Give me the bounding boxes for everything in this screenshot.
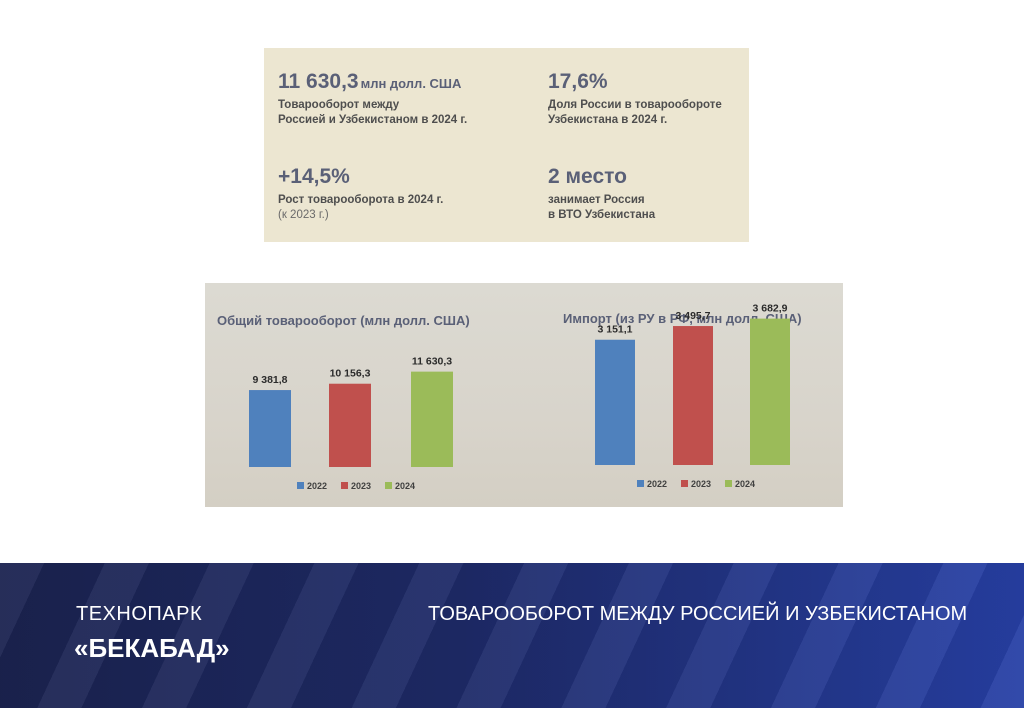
bar-2024: [411, 371, 453, 467]
stat-desc: в ВТО Узбекистана: [548, 209, 656, 221]
data-label: 3 682,9: [752, 303, 787, 315]
stat-desc: Рост товарооборота в 2024 г.: [278, 194, 444, 206]
bar-2024: [750, 318, 790, 465]
legend-label: 2024: [395, 481, 415, 491]
stat-desc-note: (к 2023 г.): [278, 209, 329, 221]
charts-svg: Общий товарооборот (млн долл. США) 9 381,…: [217, 303, 802, 491]
stat-unit: млн долл. США: [360, 76, 462, 91]
legend-swatch: [637, 480, 644, 487]
data-label: 10 156,3: [330, 368, 371, 380]
data-label: 9 381,8: [252, 374, 287, 386]
bar-2023: [673, 326, 713, 465]
chart-title: Импорт (из РУ в РФ, млн долл. США): [563, 311, 802, 326]
stat-value: 17,6%: [548, 70, 608, 93]
data-label: 3 151,1: [597, 324, 632, 336]
legend-swatch: [341, 482, 348, 489]
data-label: 11 630,3: [412, 356, 452, 368]
legend-label: 2023: [691, 479, 711, 489]
stat-desc: Узбекистана в 2024 г.: [548, 114, 668, 126]
legend-swatch: [297, 482, 304, 489]
stat-growth: +14,5% Рост товарооборота в 2024 г. (к 2…: [278, 165, 443, 223]
stat-value: 2 место: [548, 165, 627, 188]
legend-swatch: [725, 480, 732, 487]
stat-desc: Россией и Узбекистаном в 2024 г.: [278, 114, 468, 126]
slide-title: ТОВАРООБОРОТ МЕЖДУ РОССИЕЙ И УЗБЕКИСТАНО…: [428, 603, 968, 625]
legend-label: 2022: [647, 479, 667, 489]
stat-desc: занимает Россия: [548, 194, 645, 206]
chart-title: Общий товарооборот (млн долл. США): [217, 313, 470, 328]
stat-desc: Товарооборот между: [278, 99, 400, 111]
bar-2022: [249, 390, 291, 467]
brand-line-2: «БЕКАБАД»: [74, 633, 230, 663]
legend-swatch: [681, 480, 688, 487]
stats-panel: 11 630,3 млн долл. США Товарооборот между…: [264, 48, 749, 242]
legend-swatch: [385, 482, 392, 489]
data-label: 3 495,7: [675, 310, 710, 322]
stat-russia-share: 17,6% Доля России в товарообороте Узбеки…: [548, 70, 722, 128]
stat-value: 11 630,3: [278, 70, 359, 93]
legend-label: 2022: [307, 481, 327, 491]
brand-line-1: ТЕХНОПАРК: [76, 603, 203, 625]
stat-value: +14,5%: [278, 165, 350, 188]
bar-2022: [595, 339, 635, 465]
legend-label: 2023: [351, 481, 371, 491]
charts-panel: Общий товарооборот (млн долл. США) 9 381,…: [205, 283, 843, 507]
footer-banner: ТЕХНОПАРК «БЕКАБАД» ТОВАРООБОРОТ МЕЖДУ Р…: [0, 563, 1024, 708]
stat-trade-volume: 11 630,3 млн долл. США Товарооборот между…: [278, 70, 467, 128]
legend-label: 2024: [735, 479, 755, 489]
stat-rank: 2 место занимает Россия в ВТО Узбекистан…: [548, 165, 655, 223]
bar-2023: [329, 383, 371, 467]
stat-desc: Доля России в товарообороте: [548, 99, 722, 111]
